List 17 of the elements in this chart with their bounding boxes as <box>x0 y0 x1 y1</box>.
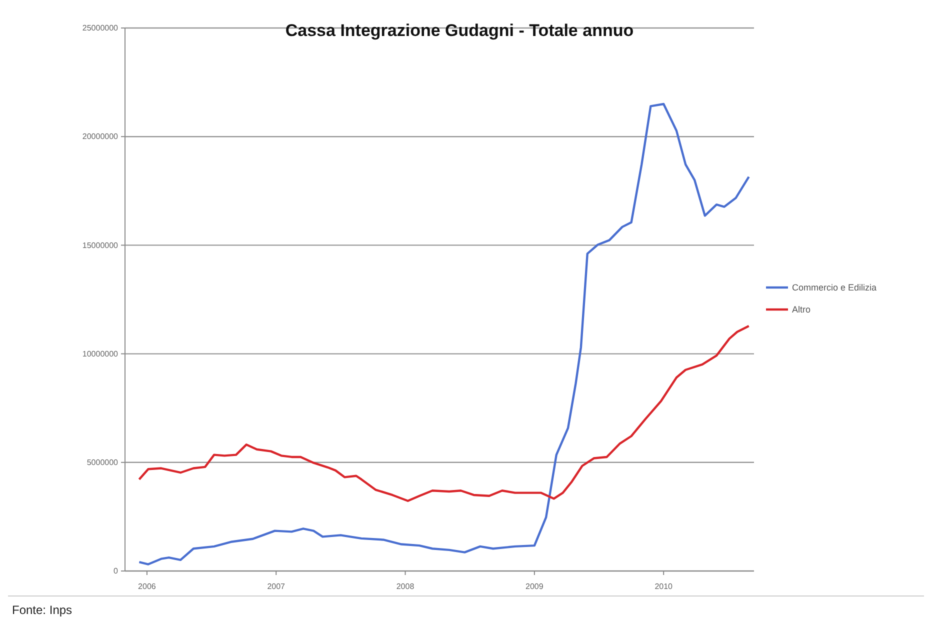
y-tick-label: 25000000 <box>82 24 119 33</box>
line-series <box>138 102 750 566</box>
x-tick-label: 2009 <box>526 582 544 591</box>
y-tick-label: 0 <box>114 566 119 576</box>
legend-label: Commercio e Edilizia <box>792 282 877 292</box>
x-tick-label: 2008 <box>396 582 415 591</box>
chart-title: Cassa Integrazione Gudagni - Totale annuo <box>285 21 634 40</box>
x-tick-label: 2007 <box>267 582 286 591</box>
legend-label: Altro <box>792 304 811 314</box>
line-series <box>138 324 750 502</box>
x-tick-label: 2006 <box>138 582 156 591</box>
y-tick-label: 20000000 <box>82 132 119 142</box>
x-tick-label: 2010 <box>654 582 674 591</box>
y-tick-label: 10000000 <box>82 349 119 358</box>
source-note: Fonte: Inps <box>12 603 72 617</box>
y-tick-label: 15000000 <box>82 240 119 250</box>
y-tick-label: 5000000 <box>86 458 119 467</box>
